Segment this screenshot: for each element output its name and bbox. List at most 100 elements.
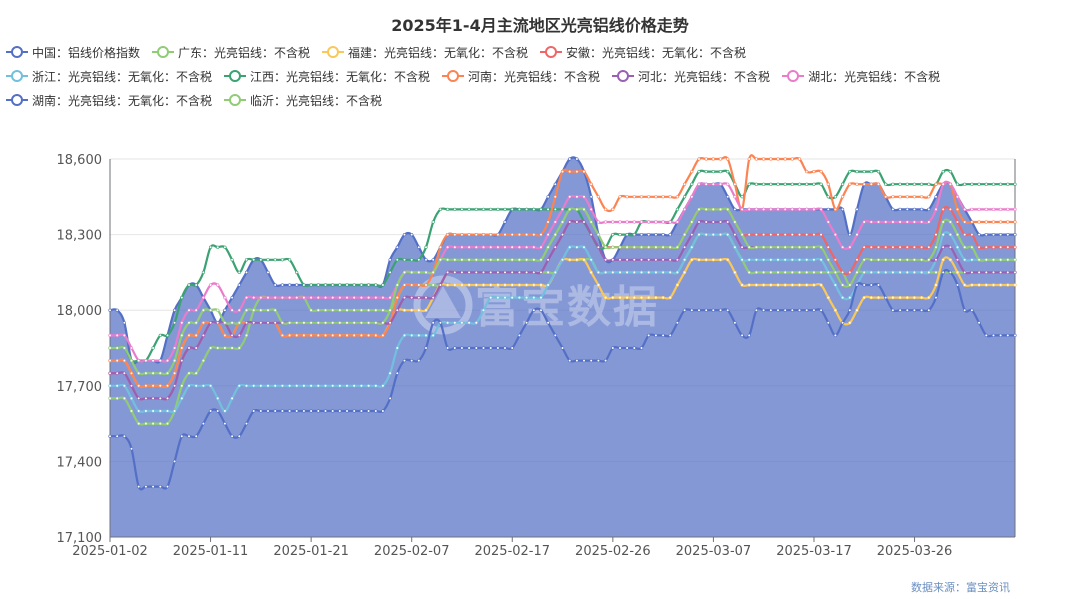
- data-point: [984, 207, 988, 211]
- data-point: [460, 245, 464, 249]
- data-point: [761, 233, 766, 237]
- data-point: [905, 182, 909, 186]
- legend-item[interactable]: 湖北：光亮铝线：不含税: [782, 68, 940, 85]
- data-point: [453, 233, 457, 237]
- data-point: [560, 346, 565, 350]
- data-point: [855, 258, 859, 262]
- data-point: [575, 207, 579, 211]
- data-point: [266, 409, 270, 413]
- legend-label: 临沂：光亮铝线：不含税: [250, 93, 383, 108]
- legend-item[interactable]: 河南：光亮铝线：不含税: [442, 68, 600, 85]
- data-point: [158, 396, 162, 401]
- data-point: [862, 170, 866, 174]
- data-point: [833, 333, 838, 338]
- data-point: [740, 333, 744, 338]
- legend-item[interactable]: 中国：铝线价格指数: [6, 44, 140, 61]
- data-point: [934, 207, 938, 211]
- data-point: [970, 220, 974, 224]
- x-tick-label: 2025-01-21: [273, 544, 349, 559]
- data-point: [912, 182, 917, 186]
- data-point: [596, 233, 601, 237]
- legend-item[interactable]: 江西：光亮铝线：无氧化：不含税: [224, 68, 430, 85]
- data-point: [553, 220, 557, 224]
- data-point: [288, 321, 292, 325]
- data-point: [855, 207, 859, 211]
- data-point: [201, 296, 205, 300]
- data-point: [446, 270, 450, 275]
- data-point: [948, 245, 953, 249]
- data-point: [438, 245, 443, 249]
- data-point: [991, 283, 996, 287]
- data-point: [553, 195, 557, 199]
- data-point: [295, 321, 299, 325]
- data-point: [697, 207, 701, 211]
- data-point: [783, 182, 787, 186]
- data-point: [876, 296, 881, 300]
- data-point: [611, 346, 615, 350]
- legend-item[interactable]: 广东：光亮铝线：不含税: [152, 44, 310, 61]
- chart-title: 2025年1-4月主流地区光亮铝线价格走势: [391, 16, 689, 35]
- legend-item[interactable]: 浙江：光亮铝线：无氧化：不含税: [6, 68, 212, 85]
- data-point: [783, 270, 787, 275]
- data-point: [173, 459, 177, 464]
- data-point: [862, 245, 866, 249]
- data-point: [984, 182, 988, 186]
- data-point: [481, 308, 486, 312]
- data-point: [747, 182, 751, 186]
- data-point: [898, 182, 902, 186]
- data-point: [934, 195, 938, 199]
- data-point: [187, 283, 191, 287]
- legend-item[interactable]: 湖南：光亮铝线：无氧化：不含税: [6, 92, 212, 109]
- data-point: [740, 258, 744, 262]
- legend-item[interactable]: 临沂：光亮铝线：不含税: [224, 92, 382, 109]
- data-point: [129, 396, 134, 401]
- data-point: [955, 258, 960, 262]
- data-point: [158, 422, 162, 426]
- data-point: [180, 384, 184, 388]
- data-point: [783, 245, 787, 249]
- data-point: [273, 296, 277, 300]
- data-point: [668, 296, 672, 300]
- data-point: [381, 283, 385, 287]
- data-point: [984, 258, 988, 262]
- data-point: [209, 346, 213, 350]
- data-point: [1013, 233, 1017, 237]
- data-point: [388, 296, 392, 300]
- legend-marker-icon: [322, 46, 345, 58]
- data-point: [381, 409, 385, 413]
- data-point: [194, 321, 198, 325]
- legend-item[interactable]: 安徽：光亮铝线：无氧化：不含税: [540, 44, 746, 61]
- data-point: [934, 258, 938, 262]
- data-point: [790, 308, 794, 312]
- data-point: [568, 195, 572, 199]
- data-point: [733, 220, 737, 224]
- data-point: [697, 233, 701, 237]
- x-tick-label: 2025-01-11: [173, 544, 249, 559]
- data-point: [596, 283, 601, 287]
- data-point: [927, 308, 931, 312]
- data-point: [503, 346, 507, 350]
- data-point: [970, 233, 974, 237]
- data-point: [690, 220, 694, 224]
- data-point: [970, 207, 974, 211]
- data-point: [919, 245, 924, 249]
- data-point: [309, 333, 313, 338]
- data-point: [438, 283, 443, 287]
- data-point: [115, 333, 119, 338]
- legend-item[interactable]: 福建：光亮铝线：无氧化：不含税: [322, 44, 528, 61]
- data-point: [510, 233, 514, 237]
- data-point: [237, 333, 241, 338]
- data-point: [259, 321, 263, 325]
- data-point: [754, 283, 759, 287]
- legend-item[interactable]: 河北：光亮铝线：不含税: [612, 68, 770, 85]
- data-point: [259, 258, 263, 262]
- data-point: [884, 245, 888, 249]
- data-point: [137, 384, 141, 388]
- data-point: [560, 233, 565, 237]
- data-point: [840, 207, 845, 211]
- data-point: [223, 308, 227, 312]
- data-point: [697, 220, 701, 224]
- legend-marker-icon: [6, 70, 28, 82]
- data-point: [747, 283, 751, 287]
- data-point: [402, 283, 407, 287]
